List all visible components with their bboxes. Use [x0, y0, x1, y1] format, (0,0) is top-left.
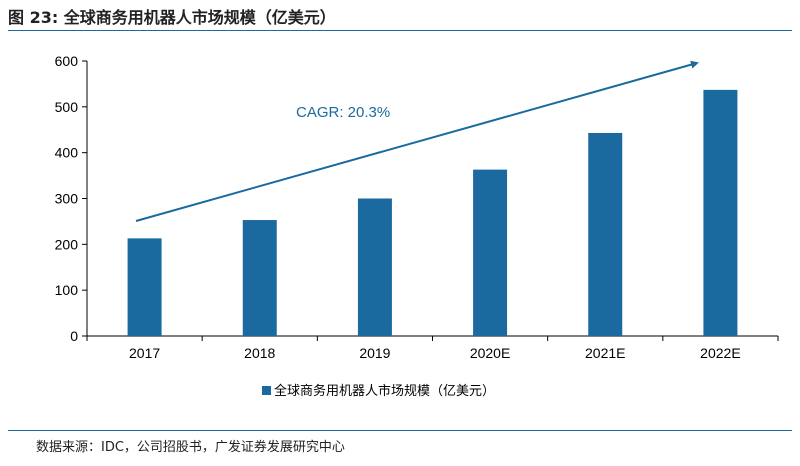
bar-2017 [127, 238, 162, 336]
x-tick-label: 2017 [129, 345, 160, 361]
y-tick-label: 0 [70, 328, 78, 344]
source-divider [8, 430, 792, 431]
title-divider [8, 30, 792, 31]
legend-swatch [262, 386, 271, 395]
x-tick-label: 2022E [700, 345, 740, 361]
bar-2019 [357, 198, 392, 336]
y-tick-label: 300 [55, 191, 79, 207]
x-tick-label: 2018 [244, 345, 275, 361]
y-tick-label: 200 [55, 236, 79, 252]
source-note: 数据来源：IDC，公司招股书，广发证券发展研究中心 [36, 440, 345, 455]
y-tick-label: 600 [55, 53, 79, 69]
bar-2021E [588, 132, 623, 336]
bar-2022E [703, 89, 738, 336]
legend-label: 全球商务用机器人市场规模（亿美元） [274, 383, 495, 399]
bar-2018 [242, 220, 277, 336]
figure-title: 图 23: 全球商务用机器人市场规模（亿美元） [8, 8, 336, 27]
y-tick-label: 500 [55, 99, 79, 115]
x-tick-label: 2020E [470, 345, 510, 361]
y-tick-label: 100 [55, 282, 79, 298]
cagr-annotation: CAGR: 20.3% [296, 104, 390, 121]
x-tick-label: 2019 [359, 345, 390, 361]
y-tick-label: 400 [55, 145, 79, 161]
bar-2020E [473, 169, 508, 336]
cagr-arrow [135, 60, 699, 222]
x-tick-label: 2021E [585, 345, 625, 361]
